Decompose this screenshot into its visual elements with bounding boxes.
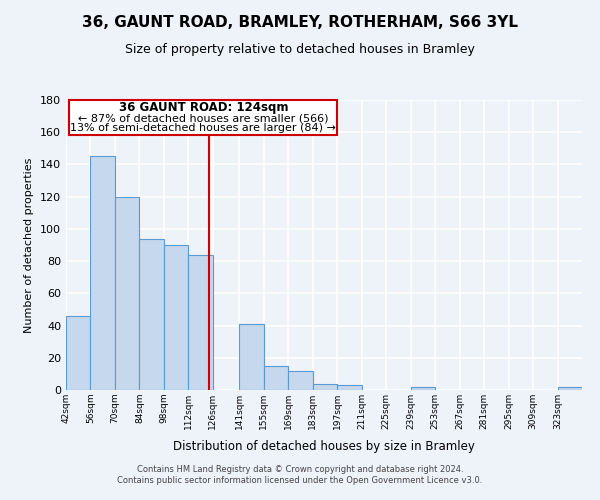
Bar: [410, 387, 435, 390]
FancyBboxPatch shape: [70, 100, 337, 136]
Bar: [263, 366, 288, 390]
Bar: [239, 324, 263, 390]
X-axis label: Distribution of detached houses by size in Bramley: Distribution of detached houses by size …: [173, 440, 475, 454]
Bar: [188, 254, 213, 390]
Text: Contains public sector information licensed under the Open Government Licence v3: Contains public sector information licen…: [118, 476, 482, 485]
Bar: [337, 385, 362, 390]
Bar: [164, 245, 188, 390]
Bar: [313, 384, 337, 390]
Text: Contains HM Land Registry data © Crown copyright and database right 2024.: Contains HM Land Registry data © Crown c…: [137, 465, 463, 474]
Bar: [91, 156, 115, 390]
Bar: [139, 238, 164, 390]
Text: ← 87% of detached houses are smaller (566): ← 87% of detached houses are smaller (56…: [78, 114, 329, 124]
Text: 36, GAUNT ROAD, BRAMLEY, ROTHERHAM, S66 3YL: 36, GAUNT ROAD, BRAMLEY, ROTHERHAM, S66 …: [82, 15, 518, 30]
Y-axis label: Number of detached properties: Number of detached properties: [25, 158, 34, 332]
Text: 36 GAUNT ROAD: 124sqm: 36 GAUNT ROAD: 124sqm: [119, 102, 288, 114]
Bar: [288, 370, 313, 390]
Text: 13% of semi-detached houses are larger (84) →: 13% of semi-detached houses are larger (…: [70, 124, 336, 134]
Bar: [115, 196, 139, 390]
Bar: [66, 316, 91, 390]
Bar: [557, 387, 582, 390]
Text: Size of property relative to detached houses in Bramley: Size of property relative to detached ho…: [125, 42, 475, 56]
